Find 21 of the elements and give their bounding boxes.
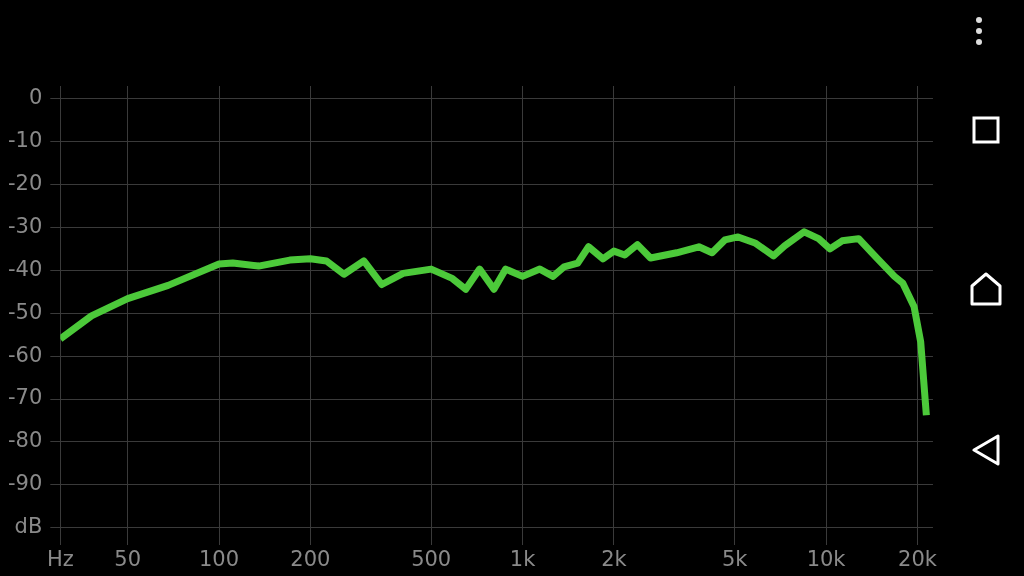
- y-tick-label: 0: [28, 85, 43, 110]
- y-tick-label: -70: [7, 385, 43, 410]
- x-tick-label: 20k: [898, 546, 938, 571]
- y-tick-label: dB: [14, 514, 43, 539]
- x-tick-label: Hz: [46, 546, 74, 571]
- y-tick-label: -20: [7, 171, 43, 196]
- y-tick-label: -30: [7, 213, 43, 238]
- x-tick-label: 500: [411, 546, 452, 571]
- y-tick-label: -80: [7, 428, 43, 453]
- y-tick-label: -40: [7, 256, 43, 281]
- x-tick-label: 200: [290, 546, 331, 571]
- x-tick-label: 100: [198, 546, 240, 571]
- y-tick-label: -60: [7, 342, 43, 367]
- x-tick-label: 1k: [509, 546, 537, 571]
- y-tick-label: -50: [7, 299, 43, 324]
- x-tick-label: 10k: [806, 546, 847, 571]
- y-tick-label: -90: [7, 471, 43, 496]
- x-tick-label: 2k: [601, 546, 628, 571]
- y-tick-label: -10: [7, 128, 43, 153]
- x-tick-label: 50: [114, 546, 142, 571]
- x-tick-label: 5k: [721, 546, 749, 571]
